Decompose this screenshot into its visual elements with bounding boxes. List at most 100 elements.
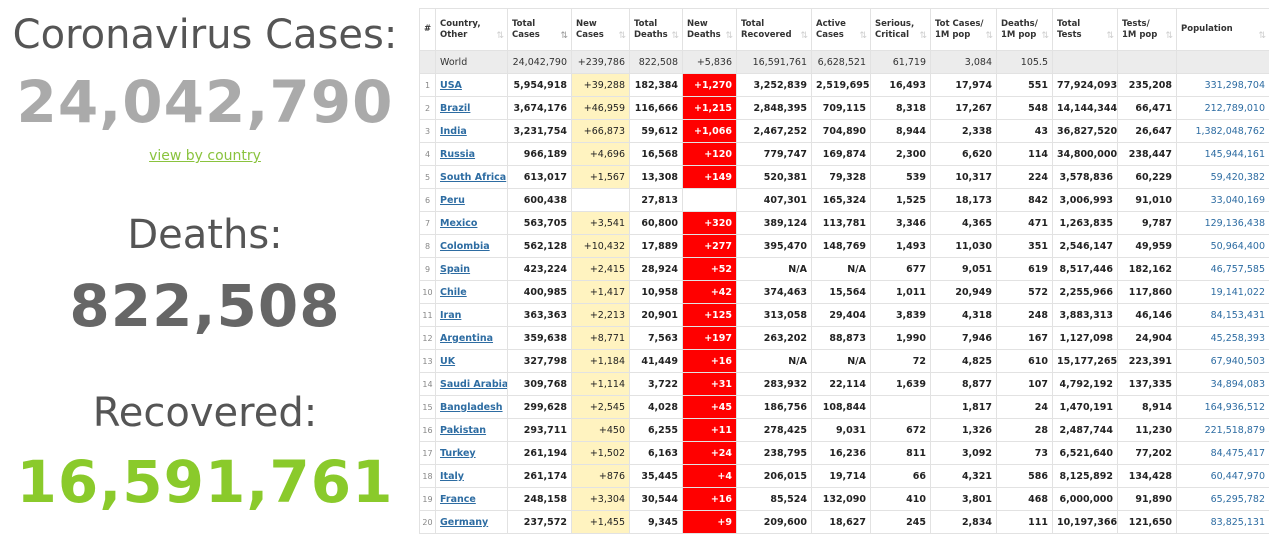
cell-total-tests: 8,125,892 [1052, 464, 1118, 488]
sort-icon[interactable]: ⇅ [671, 31, 679, 41]
sort-icon[interactable]: ⇅ [919, 31, 927, 41]
column-header-deaths-per-1m[interactable]: Deaths/1M pop ⇅ [996, 8, 1053, 51]
cell-tests-per-1m: 134,428 [1117, 464, 1177, 488]
cell-country[interactable]: Peru [435, 188, 508, 212]
sort-icon[interactable]: ⇅ [1165, 31, 1173, 41]
cell-tests-per-1m: 60,229 [1117, 165, 1177, 189]
cell-total-tests: 2,255,966 [1052, 280, 1118, 304]
cell-country[interactable]: South Africa [435, 165, 508, 189]
cell-population: 212,789,010 [1176, 96, 1269, 120]
column-header-label: Country, [440, 18, 481, 29]
column-header-new-deaths[interactable]: New Deaths ⇅ [682, 8, 737, 51]
column-header-label: New [687, 18, 708, 29]
cell-country[interactable]: Pakistan [435, 418, 508, 442]
cell-country[interactable]: USA [435, 73, 508, 97]
cell-new-cases: +4,696 [571, 142, 630, 166]
column-header-serious-critical[interactable]: Serious, Critical ⇅ [870, 8, 931, 51]
column-header-total-recovered[interactable]: Total Recovered ⇅ [736, 8, 812, 51]
cell-total-recovered: 263,202 [736, 326, 812, 350]
sort-icon[interactable]: ⇅ [618, 31, 626, 41]
cell-serious-critical: 1,639 [870, 372, 931, 396]
cell-tests-per-1m: 24,904 [1117, 326, 1177, 350]
column-header-total-deaths[interactable]: Total Deaths ⇅ [629, 8, 683, 51]
cell-country[interactable]: Chile [435, 280, 508, 304]
cell-deaths-per-1m: 224 [996, 165, 1053, 189]
cell-country[interactable]: Argentina [435, 326, 508, 350]
column-header-label: Deaths [687, 29, 721, 40]
cell-serious-critical: 16,493 [870, 73, 931, 97]
column-header-label: Critical [875, 29, 910, 40]
column-header-label: 1M pop [935, 29, 971, 40]
sort-icon[interactable]: ⇅ [560, 31, 568, 41]
cell-new-deaths: +45 [682, 395, 737, 419]
cell-deaths-per-1m: 107 [996, 372, 1053, 396]
cell-country[interactable]: Mexico [435, 211, 508, 235]
sort-icon[interactable]: ⇅ [800, 31, 808, 41]
cell-rank: 1 [419, 73, 436, 97]
table-row: 4 Russia 966,189 +4,696 16,568 +120 779,747 169… [419, 142, 1269, 166]
cell-country[interactable]: UK [435, 349, 508, 373]
cell-deaths-per-1m: 24 [996, 395, 1053, 419]
sort-icon[interactable]: ⇅ [985, 31, 993, 41]
view-by-country-link[interactable]: view by country [149, 148, 261, 164]
column-header-total-cases[interactable]: Total Cases ⇅ [507, 8, 572, 51]
cell-country[interactable]: Colombia [435, 234, 508, 258]
cell-new-deaths: +16 [682, 349, 737, 373]
sort-icon[interactable]: ⇅ [725, 31, 733, 41]
sort-icon[interactable]: ⇅ [496, 31, 504, 41]
column-header-new-cases[interactable]: New Cases ⇅ [571, 8, 630, 51]
cell-rank: 14 [419, 372, 436, 396]
cell-total-recovered: N/A [736, 349, 812, 373]
cell-new-cases: +239,786 [571, 50, 630, 74]
cell-tests-per-1m: 182,162 [1117, 257, 1177, 281]
cell-deaths-per-1m: 468 [996, 487, 1053, 511]
cell-country[interactable]: Saudi Arabia [435, 372, 508, 396]
cell-country[interactable]: Iran [435, 303, 508, 327]
column-header-country[interactable]: Country, Other ⇅ [435, 8, 508, 51]
cell-new-cases: +3,304 [571, 487, 630, 511]
cell-total-deaths: 10,958 [629, 280, 683, 304]
sort-icon[interactable]: ⇅ [1106, 31, 1114, 41]
column-header-label: Deaths/ [1001, 18, 1038, 29]
cell-country[interactable]: Brazil [435, 96, 508, 120]
cell-new-deaths: +52 [682, 257, 737, 281]
cell-deaths-per-1m: 28 [996, 418, 1053, 442]
cell-new-cases: +2,545 [571, 395, 630, 419]
cell-serious-critical: 3,839 [870, 303, 931, 327]
cell-country[interactable]: Spain [435, 257, 508, 281]
cell-new-deaths: +11 [682, 418, 737, 442]
column-header-population[interactable]: Population ⇅ [1176, 8, 1269, 51]
cell-new-deaths: +149 [682, 165, 737, 189]
cell-country[interactable]: Germany [435, 510, 508, 534]
cell-country[interactable]: Bangladesh [435, 395, 508, 419]
cell-total-tests: 3,883,313 [1052, 303, 1118, 327]
cell-total-recovered: 374,463 [736, 280, 812, 304]
cell-country[interactable]: India [435, 119, 508, 143]
cell-country[interactable]: Russia [435, 142, 508, 166]
column-header-tests-per-1m[interactable]: Tests/1M pop ⇅ [1117, 8, 1177, 51]
cell-tests-per-1m [1117, 50, 1177, 74]
table-row: 1 USA 5,954,918 +39,288 182,384 +1,270 3,252,8… [419, 73, 1269, 97]
column-header-total-tests[interactable]: Total Tests ⇅ [1052, 8, 1118, 51]
cell-country[interactable]: Italy [435, 464, 508, 488]
sort-icon[interactable]: ⇅ [1041, 31, 1049, 41]
cell-active-cases: 132,090 [811, 487, 871, 511]
cell-total-cases: 359,638 [507, 326, 572, 350]
column-header-rank[interactable]: # [419, 8, 436, 51]
cell-country[interactable]: France [435, 487, 508, 511]
cell-cases-per-1m: 17,974 [930, 73, 997, 97]
cell-cases-per-1m: 18,173 [930, 188, 997, 212]
cell-deaths-per-1m: 586 [996, 464, 1053, 488]
sort-icon[interactable]: ⇅ [859, 31, 867, 41]
table-row: 10 Chile 400,985 +1,417 10,958 +42 374,463 15,5… [419, 280, 1269, 304]
column-header-cases-per-1m[interactable]: Tot Cases/1M pop ⇅ [930, 8, 997, 51]
cell-total-recovered: 3,252,839 [736, 73, 812, 97]
cell-deaths-per-1m: 551 [996, 73, 1053, 97]
cell-serious-critical: 72 [870, 349, 931, 373]
cell-cases-per-1m: 11,030 [930, 234, 997, 258]
cell-total-tests: 2,487,744 [1052, 418, 1118, 442]
sort-icon[interactable]: ⇅ [1258, 31, 1266, 41]
cell-country[interactable]: Turkey [435, 441, 508, 465]
column-header-active-cases[interactable]: Active Cases ⇅ [811, 8, 871, 51]
cell-active-cases: N/A [811, 257, 871, 281]
